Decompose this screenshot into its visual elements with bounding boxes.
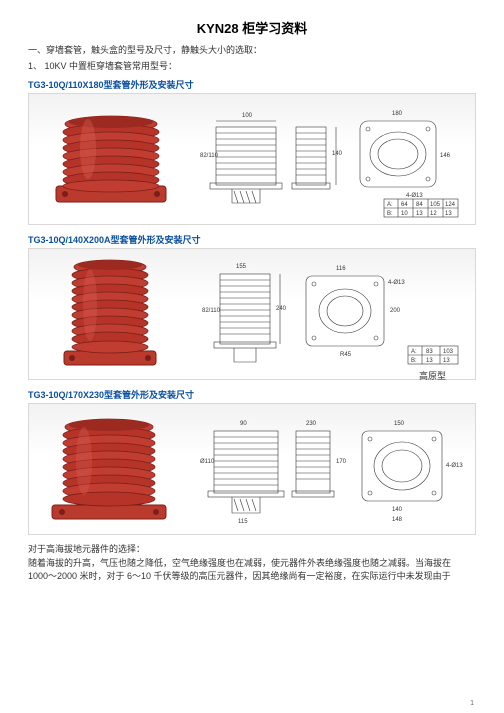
svg-text:103: 103 <box>443 349 454 355</box>
svg-text:13: 13 <box>416 211 423 217</box>
product-heading: TG3-10Q/170X230型套管外形及安装尺寸 <box>28 388 476 401</box>
svg-text:B:: B: <box>411 358 417 364</box>
svg-text:13: 13 <box>443 358 450 364</box>
footer-line-1: 对于高海拔地元器件的选择： <box>28 543 476 557</box>
product-diagram: 90 Ø110 115 230 170 <box>193 410 469 528</box>
dim-label: 146 <box>440 153 451 159</box>
product-heading: TG3-10Q/110X180型套管外形及安装尺寸 <box>28 78 476 91</box>
svg-text:82/110: 82/110 <box>202 308 221 314</box>
svg-text:B:: B: <box>387 211 393 217</box>
dim-label: 140 <box>332 151 343 157</box>
product-block-2: TG3-10Q/140X200A型套管外形及安装尺寸 <box>28 233 476 380</box>
svg-text:200: 200 <box>390 308 401 314</box>
svg-text:83: 83 <box>426 349 433 355</box>
side-note: 高原型 <box>419 369 446 382</box>
product-photo <box>35 100 185 218</box>
svg-text:148: 148 <box>392 517 403 523</box>
product-card: 100 82/110 140 <box>28 93 476 225</box>
svg-text:13: 13 <box>445 211 452 217</box>
footer-line-3: 1000～2000 米时，对于 6～10 千伏等级的高压元器件，因其绝缘尚有一定… <box>28 570 476 584</box>
svg-text:155: 155 <box>236 264 247 270</box>
svg-text:13: 13 <box>426 358 433 364</box>
product-photo <box>35 410 185 528</box>
product-diagram: 155 82/110 240 116 4-Ø13 200 R45 <box>193 255 469 373</box>
svg-text:10: 10 <box>401 211 408 217</box>
intro-text: 一、穿墙套管，触头盒的型号及尺寸，静触头大小的选取： <box>28 43 476 56</box>
dim-label: 100 <box>242 113 253 119</box>
svg-text:124: 124 <box>445 202 456 208</box>
svg-text:115: 115 <box>238 519 248 525</box>
svg-text:105: 105 <box>430 202 441 208</box>
svg-text:116: 116 <box>336 266 346 272</box>
svg-text:12: 12 <box>430 211 437 217</box>
numbered-item: 1、 10KV 中置柜穿墙套管常用型号： <box>28 59 476 72</box>
svg-text:84: 84 <box>416 202 423 208</box>
footer-line-2: 随着海拔的升高，气压也随之降低，空气绝缘强度也在减弱，使元器件外表绝缘强度也随之… <box>28 557 476 571</box>
svg-text:Ø110: Ø110 <box>200 459 215 465</box>
svg-text:R45: R45 <box>340 352 352 358</box>
product-block-1: TG3-10Q/110X180型套管外形及安装尺寸 <box>28 78 476 225</box>
svg-text:4-Ø13: 4-Ø13 <box>388 280 405 286</box>
dim-label: 4-Ø13 <box>406 193 423 199</box>
product-card: 155 82/110 240 116 4-Ø13 200 R45 <box>28 248 476 380</box>
svg-text:170: 170 <box>336 459 347 465</box>
svg-text:4-Ø13: 4-Ø13 <box>446 463 463 469</box>
page-title: KYN28 柜学习资料 <box>28 18 476 37</box>
footer-paragraph: 对于高海拔地元器件的选择： 随着海拔的升高，气压也随之降低，空气绝缘强度也在减弱… <box>28 543 476 584</box>
svg-text:150: 150 <box>394 421 405 427</box>
svg-text:240: 240 <box>276 306 287 312</box>
svg-text:230: 230 <box>306 421 317 427</box>
product-heading: TG3-10Q/140X200A型套管外形及安装尺寸 <box>28 233 476 246</box>
product-photo <box>35 255 185 373</box>
svg-text:A:: A: <box>411 349 417 355</box>
dim-label: 180 <box>392 111 403 117</box>
product-diagram: 100 82/110 140 <box>193 100 469 218</box>
product-block-3: TG3-10Q/170X230型套管外形及安装尺寸 <box>28 388 476 535</box>
svg-text:A:: A: <box>387 202 393 208</box>
page-number: 1 <box>470 700 474 707</box>
product-card: 90 Ø110 115 230 170 <box>28 403 476 535</box>
svg-text:90: 90 <box>240 421 247 427</box>
dim-label: 82/110 <box>200 153 219 159</box>
svg-text:140: 140 <box>392 507 403 513</box>
svg-text:64: 64 <box>401 202 408 208</box>
